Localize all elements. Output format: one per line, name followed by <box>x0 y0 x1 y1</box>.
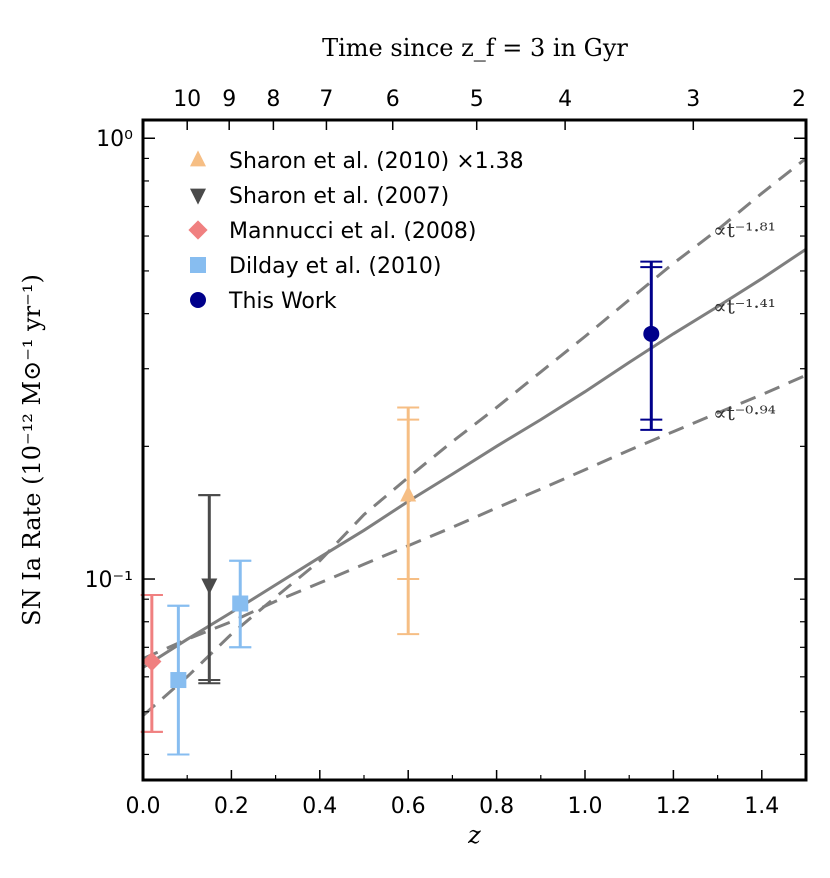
fit-label-text: ∝t⁻¹·⁸¹ <box>713 218 776 242</box>
data-markers <box>142 325 660 689</box>
legend: Sharon et al. (2010) ×1.38 Sharon et al. … <box>188 149 524 314</box>
x-tick-label: 0.0 <box>126 794 161 819</box>
legend-label: Dilday et al. (2010) <box>229 254 442 279</box>
legend-label: Sharon et al. (2010) ×1.38 <box>229 149 524 174</box>
top-tick-label: 10 <box>173 87 201 112</box>
data-point <box>232 595 249 612</box>
fit-lines <box>142 157 807 717</box>
data-point <box>643 325 660 342</box>
x-tick-label: 0.4 <box>302 794 337 819</box>
fit-line <box>142 247 807 669</box>
fit-labels: ∝t⁻¹·⁸¹ ∝t⁻¹·⁴¹ ∝t⁻⁰·⁹⁴ <box>713 218 776 425</box>
data-point <box>201 578 218 595</box>
top-tick-label: 2 <box>792 87 806 112</box>
x-tick-label: 1.4 <box>744 794 779 819</box>
y-axis-ticks: 10⁰ 10⁻¹ <box>85 127 806 756</box>
legend-marker <box>188 220 208 240</box>
fit-label-text: ∝t⁻⁰·⁹⁴ <box>713 401 776 425</box>
top-tick-label: 5 <box>470 87 484 112</box>
x-tick-label: 0.2 <box>214 794 249 819</box>
y-tick-label: 10⁰ <box>96 127 133 152</box>
fit-label-text: ∝t⁻¹·⁴¹ <box>713 295 776 319</box>
legend-marker <box>190 188 206 205</box>
x-axis-ticks: 0.0 0.2 0.4 0.6 0.8 1.0 1.2 1.4 <box>126 770 779 819</box>
top-axis-title: Time since z_f = 3 in Gyr <box>322 34 628 62</box>
data-point <box>400 485 417 502</box>
top-axis-ticks: 10 9 8 7 6 5 4 3 2 <box>173 87 807 130</box>
legend-marker <box>190 150 206 167</box>
x-axis-title: z <box>467 821 481 849</box>
plot-frame <box>141 118 808 782</box>
data-point <box>170 672 187 689</box>
legend-label: This Work <box>228 289 337 314</box>
legend-label: Sharon et al. (2007) <box>229 184 449 209</box>
legend-label: Mannucci et al. (2008) <box>229 219 476 244</box>
top-tick-label: 7 <box>319 87 333 112</box>
legend-marker <box>190 257 206 273</box>
top-tick-label: 4 <box>558 87 572 112</box>
y-tick-label: 10⁻¹ <box>85 568 133 593</box>
top-tick-label: 9 <box>222 87 236 112</box>
top-tick-label: 8 <box>266 87 280 112</box>
top-tick-label: 6 <box>386 87 400 112</box>
x-tick-label: 1.0 <box>568 794 603 819</box>
data-point <box>142 651 162 672</box>
x-tick-label: 0.6 <box>391 794 426 819</box>
fit-line <box>142 373 807 660</box>
x-tick-label: 1.2 <box>656 794 691 819</box>
legend-marker <box>190 292 206 308</box>
top-tick-label: 3 <box>686 87 700 112</box>
x-tick-label: 0.8 <box>479 794 514 819</box>
y-axis-title: SN Ia Rate (10⁻¹² M⊙⁻¹ yr⁻¹) <box>18 274 46 626</box>
